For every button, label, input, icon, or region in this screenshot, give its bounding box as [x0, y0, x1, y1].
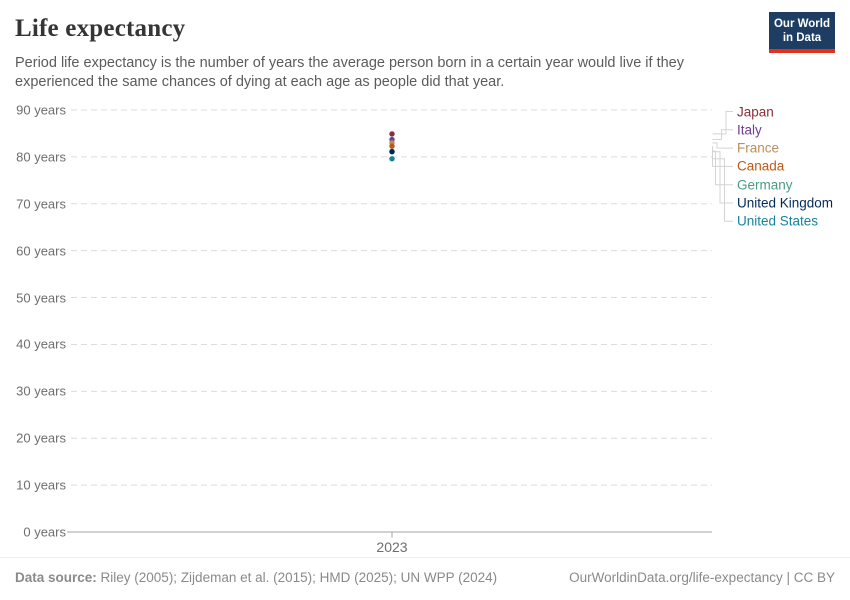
data-point-united-kingdom[interactable]: [389, 149, 395, 155]
y-axis-tick-label: 50 years: [16, 290, 66, 306]
attribution-note: OurWorldinData.org/life-expectancy | CC …: [569, 570, 835, 585]
legend-connector-france: [712, 142, 733, 149]
y-axis-tick-label: 40 years: [16, 336, 66, 352]
legend-connector-united-states: [712, 158, 733, 222]
y-axis-tick-label: 10 years: [16, 477, 66, 493]
owid-logo-text-line2: in Data: [782, 32, 822, 45]
legend-connector-united-kingdom: [712, 151, 733, 204]
owid-logo-text-line1: Our World: [773, 18, 830, 30]
legend-label-france[interactable]: France: [737, 140, 780, 156]
data-source-text: Riley (2005); Zijdeman et al. (2015); HM…: [96, 570, 498, 585]
chart-title: Life expectancy: [15, 15, 186, 42]
data-point-canada[interactable]: [389, 143, 395, 149]
legend-label-canada[interactable]: Canada: [737, 158, 785, 174]
x-axis-tick-label: 2023: [376, 539, 408, 555]
legend-connector-germany: [712, 150, 733, 186]
legend-label-italy[interactable]: Italy: [737, 122, 762, 138]
legend-label-united-kingdom[interactable]: United Kingdom: [737, 195, 834, 211]
legend-connector-japan: [712, 111, 733, 135]
legend-connector-canada: [712, 146, 733, 167]
y-axis-tick-label: 30 years: [16, 383, 66, 399]
data-source-label: Data source:: [15, 570, 97, 585]
chart-subtitle: Period life expectancy is the number of …: [15, 55, 684, 91]
y-axis-tick-label: 60 years: [16, 243, 66, 259]
legend-label-japan[interactable]: Japan: [737, 104, 774, 119]
owid-logo: Our World in Data: [769, 12, 835, 54]
y-axis-tick-label: 90 years: [16, 102, 66, 118]
legend-connector-italy: [712, 129, 733, 141]
legend-label-united-states[interactable]: United States: [737, 213, 819, 229]
legend-label-germany[interactable]: Germany: [737, 177, 793, 193]
y-axis-tick-label: 70 years: [16, 196, 66, 212]
chart-footer: Data source: Riley (2005); Zijdeman et a…: [0, 557, 850, 585]
y-axis-tick-label: 20 years: [16, 430, 66, 446]
y-axis-tick-label: 0 years: [23, 524, 66, 540]
data-source-note: Data source: Riley (2005); Zijdeman et a…: [15, 570, 497, 585]
y-axis-tick-label: 80 years: [16, 149, 66, 165]
data-point-united-states[interactable]: [389, 156, 395, 162]
data-point-japan[interactable]: [389, 131, 395, 137]
